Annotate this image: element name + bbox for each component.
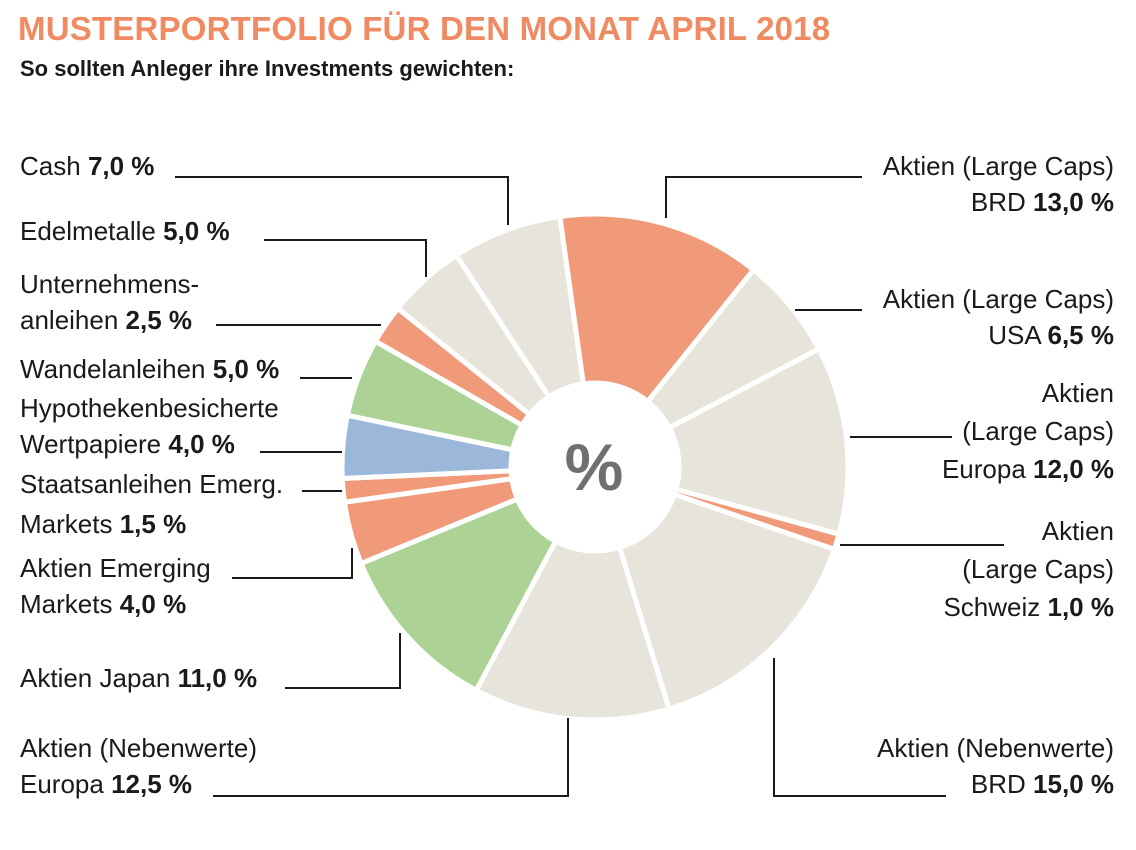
- label-large-brd-line1: Aktien (Large Caps): [882, 151, 1114, 181]
- label-large-usa-line1: Aktien (Large Caps): [882, 284, 1114, 314]
- slice-aktien-nebenwerte-europa: [473, 538, 672, 723]
- label-japan-name: Aktien Japan: [20, 663, 171, 693]
- label-edelmetalle: Edelmetalle 5,0 %: [20, 213, 230, 249]
- label-cash-name: Cash: [20, 151, 81, 181]
- label-large-schweiz-line2: (Large Caps): [962, 554, 1114, 584]
- label-neben-europa-line1: Aktien (Nebenwerte): [20, 733, 257, 763]
- label-cash: Cash 7,0 %: [20, 148, 154, 184]
- leader-edelmetalle: [264, 239, 427, 277]
- label-large-brd-value: 13,0 %: [1033, 187, 1114, 217]
- label-neben-europa-line2: Europa: [20, 769, 104, 799]
- label-large-europa-value: 12,0 %: [1033, 454, 1114, 484]
- label-unternehmen-line2: anleihen: [20, 305, 119, 335]
- label-large-schweiz-value: 1,0 %: [1047, 592, 1115, 622]
- label-neben-europa-line2-row: Europa 12,5 %: [20, 766, 257, 802]
- label-large-schweiz-line1: Aktien: [1041, 516, 1114, 546]
- label-large-usa: Aktien (Large Caps) USA 6,5 %: [883, 281, 1114, 353]
- label-emerging: Aktien Emerging Markets 4,0 %: [20, 550, 211, 622]
- label-hypo: Hypothekenbesicherte Wertpapiere 4,0 %: [20, 390, 279, 462]
- label-large-usa-line2-row: USA 6,5 %: [883, 317, 1114, 353]
- label-emerging-line1: Aktien Emerging: [20, 553, 211, 583]
- label-large-brd-line2: BRD: [970, 187, 1026, 217]
- label-emerging-line2-row: Markets 4,0 %: [20, 586, 211, 622]
- leader-neben-europa: [213, 718, 569, 797]
- label-unternehmen: Unternehmens- anleihen 2,5 %: [20, 266, 199, 338]
- label-neben-brd-value: 15,0 %: [1033, 769, 1114, 799]
- leader-large-brd: [665, 176, 862, 218]
- slice-cash: [453, 213, 586, 400]
- label-neben-brd-line2-row: BRD 15,0 %: [877, 766, 1114, 802]
- slice-aktien-large-caps-brd: [557, 211, 757, 405]
- leader-cash: [175, 176, 509, 225]
- label-unternehmen-line2-row: anleihen 2,5 %: [20, 302, 199, 338]
- label-large-schweiz-line3-row: Schweiz 1,0 %: [943, 588, 1114, 626]
- slice-aktien-large-caps-europa: [666, 346, 851, 537]
- label-japan-value: 11,0 %: [177, 663, 258, 693]
- label-hypo-line2-row: Wertpapiere 4,0 %: [20, 426, 279, 462]
- label-staats-line2: Markets: [20, 509, 113, 539]
- center-percent-symbol: %: [565, 430, 624, 504]
- label-edelmetalle-value: 5,0 %: [163, 216, 230, 246]
- label-neben-europa: Aktien (Nebenwerte) Europa 12,5 %: [20, 730, 257, 802]
- label-edelmetalle-name: Edelmetalle: [20, 216, 156, 246]
- label-large-usa-line2: USA: [988, 320, 1041, 350]
- label-large-europa-line3-row: Europa 12,0 %: [942, 450, 1114, 488]
- leader-lines: [175, 176, 1004, 797]
- label-large-europa: Aktien (Large Caps) Europa 12,0 %: [942, 374, 1114, 488]
- label-wandel-name: Wandelanleihen: [20, 354, 206, 384]
- slice-aktien-nebenwerte-brd: [617, 491, 837, 712]
- label-emerging-line2: Markets: [20, 589, 113, 619]
- label-staats-line1: Staatsanleihen Emerg.: [20, 469, 284, 499]
- label-staats-value: 1,5 %: [119, 509, 187, 539]
- label-japan: Aktien Japan 11,0 %: [20, 660, 257, 696]
- leader-emerging: [232, 548, 353, 579]
- label-wandel-value: 5,0 %: [212, 354, 280, 384]
- slice-aktien-japan: [358, 496, 559, 693]
- label-large-usa-value: 6,5 %: [1047, 320, 1115, 350]
- label-large-schweiz: Aktien (Large Caps) Schweiz 1,0 %: [943, 512, 1114, 626]
- label-large-schweiz-line3: Schweiz: [943, 592, 1041, 622]
- label-wandel: Wandelanleihen 5,0 %: [20, 351, 279, 387]
- leader-japan: [285, 633, 401, 689]
- label-neben-europa-value: 12,5 %: [111, 769, 193, 799]
- label-neben-brd-line2: BRD: [970, 769, 1026, 799]
- label-neben-brd: Aktien (Nebenwerte) BRD 15,0 %: [877, 730, 1114, 802]
- leader-neben-brd: [773, 658, 946, 797]
- label-unternehmen-value: 2,5 %: [125, 305, 193, 335]
- chart-title: MUSTERPORTFOLIO FÜR DEN MONAT APRIL 2018: [18, 10, 831, 47]
- label-large-brd-line2-row: BRD 13,0 %: [883, 184, 1114, 220]
- label-hypo-line1: Hypothekenbesicherte: [20, 393, 279, 423]
- label-neben-brd-line1: Aktien (Nebenwerte): [877, 733, 1114, 763]
- label-hypo-line2: Wertpapiere: [20, 429, 162, 459]
- label-large-europa-line3: Europa: [941, 454, 1026, 484]
- label-large-brd: Aktien (Large Caps) BRD 13,0 %: [883, 148, 1114, 220]
- label-staats-line2-row: Markets 1,5 %: [20, 504, 283, 544]
- label-large-europa-line1: Aktien: [1041, 378, 1114, 408]
- label-unternehmen-line1: Unternehmens-: [20, 269, 200, 299]
- label-cash-value: 7,0 %: [87, 151, 155, 181]
- label-emerging-value: 4,0 %: [119, 589, 187, 619]
- label-large-europa-line2: (Large Caps): [962, 416, 1114, 446]
- donut-slices: [339, 211, 851, 723]
- label-hypo-value: 4,0 %: [168, 429, 235, 459]
- label-staats: Staatsanleihen Emerg. Markets 1,5 %: [20, 464, 283, 544]
- chart-subtitle: So sollten Anleger ihre Investments gewi…: [20, 56, 515, 81]
